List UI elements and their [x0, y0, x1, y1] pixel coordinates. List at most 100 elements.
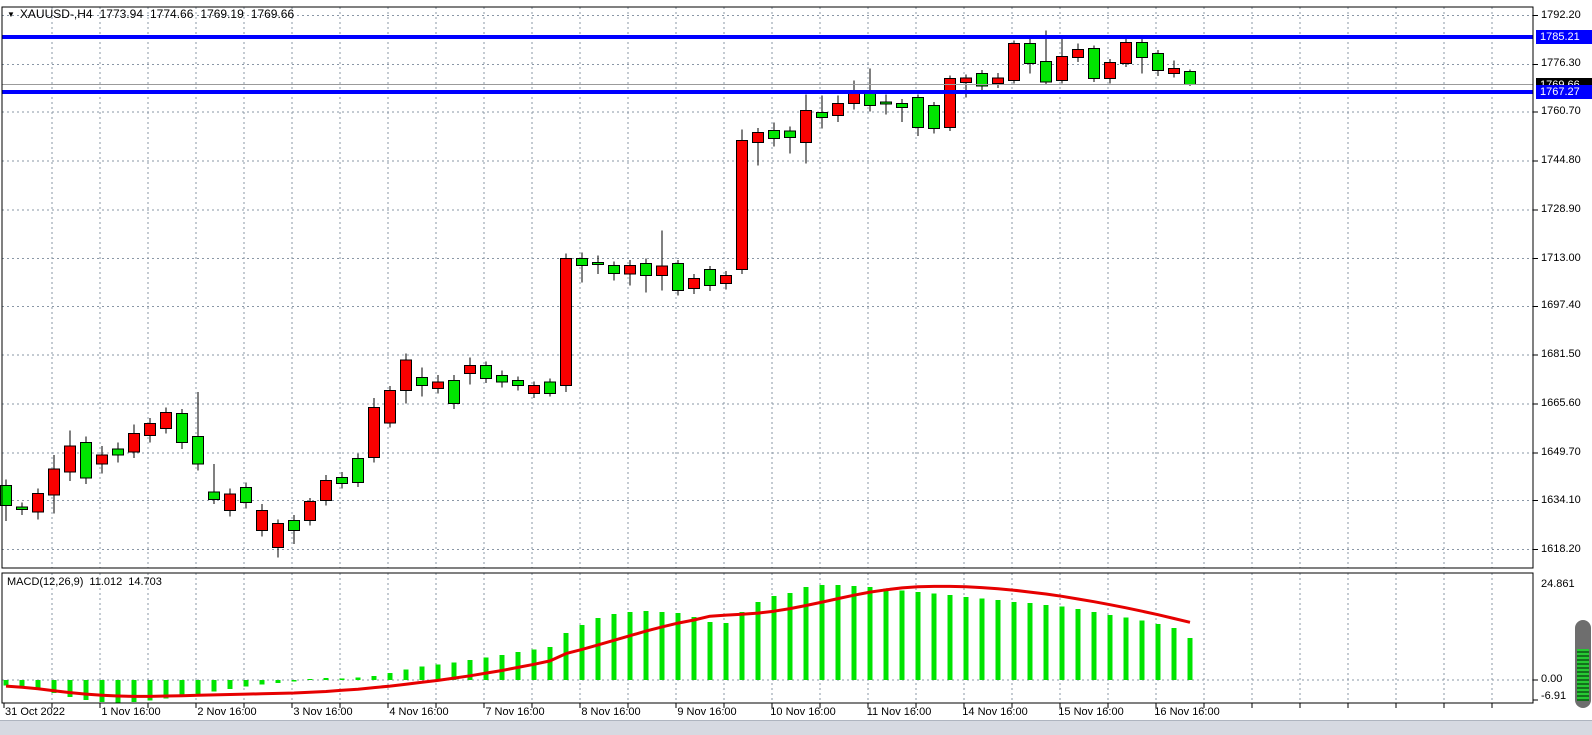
grid	[2, 7, 1533, 703]
candle-body	[672, 262, 684, 291]
scroll-indicator[interactable]	[1575, 620, 1591, 708]
candle-body	[272, 522, 284, 548]
macd-value: 11.012	[89, 576, 123, 588]
candle-body	[1024, 43, 1036, 65]
macd-bar	[691, 616, 697, 680]
macd-axis-label: -6.91	[1541, 690, 1567, 702]
candle-body	[720, 274, 732, 284]
price-axis-label: 1634.10	[1541, 493, 1581, 506]
candle-body	[960, 77, 972, 84]
ohlc-low: 1769.19	[200, 7, 244, 21]
time-axis-label: 15 Nov 16:00	[1058, 706, 1124, 718]
candle-body	[592, 262, 604, 266]
macd-bar	[547, 647, 553, 680]
macd-bar	[1155, 623, 1161, 680]
macd-bar	[1139, 620, 1145, 680]
time-axis-label: 4 Nov 16:00	[389, 706, 449, 718]
macd-axis-label: 24.861	[1541, 578, 1575, 591]
candle-body	[304, 501, 316, 522]
time-axis-label: 3 Nov 16:00	[293, 706, 353, 718]
candle-body	[512, 379, 524, 386]
macd-bar	[1171, 628, 1177, 680]
macd-bar	[19, 680, 25, 688]
macd-bar	[1027, 602, 1033, 680]
candle-body	[528, 384, 540, 394]
macd-bar	[243, 680, 249, 687]
symbol-dropdown-icon[interactable]: ▼	[7, 10, 15, 19]
macd-bar	[387, 673, 393, 680]
price-axis-label: 1665.60	[1541, 397, 1581, 410]
price-axis-label: 1760.70	[1541, 105, 1581, 118]
macd-indicator-label: MACD(12,26,9) 11.012 14.703	[7, 576, 162, 588]
macd-bar	[115, 680, 121, 703]
macd-bar	[3, 680, 9, 686]
macd-bar	[291, 680, 297, 682]
time-axis-label: 9 Nov 16:00	[677, 706, 737, 718]
macd-bar	[451, 662, 457, 680]
candle-body	[1120, 42, 1132, 65]
candle-body	[752, 131, 764, 144]
candle-body	[688, 278, 700, 289]
candle-body	[992, 77, 1004, 85]
time-axis-label: 11 Nov 16:00	[866, 706, 932, 718]
macd-bar	[563, 633, 569, 680]
candle-body	[1072, 49, 1084, 59]
time-axis-label: 10 Nov 16:00	[770, 706, 836, 718]
ohlc-close: 1769.66	[250, 7, 295, 21]
candle-body	[912, 96, 924, 129]
scroll-indicator-stripes	[1577, 649, 1589, 701]
candle-body	[400, 359, 412, 392]
macd-bar	[963, 597, 969, 680]
candle-body	[176, 413, 188, 444]
candle-body	[1056, 56, 1068, 82]
candle-body	[1040, 61, 1052, 83]
candle-body	[288, 520, 300, 531]
price-axis-label: 1744.80	[1541, 153, 1581, 166]
macd-bar	[419, 666, 425, 680]
candle-body	[96, 454, 108, 465]
candle-body	[608, 265, 620, 275]
macd-bar	[67, 680, 73, 697]
candle-body	[32, 492, 44, 513]
macd-bar	[1059, 606, 1065, 680]
candle-body	[544, 381, 556, 394]
candle-body	[848, 92, 860, 105]
macd-bar	[355, 677, 361, 680]
candle-body	[832, 103, 844, 117]
macd-bar	[275, 680, 281, 684]
candle-body	[160, 411, 172, 430]
candle-body	[432, 381, 444, 389]
macd-bar	[211, 680, 217, 692]
time-axis-label: 31 Oct 2022	[5, 706, 65, 718]
candle-body	[736, 139, 748, 270]
candle-body	[416, 376, 428, 386]
macd-bar	[1091, 612, 1097, 680]
macd-bar	[915, 592, 921, 680]
candle-body	[224, 493, 236, 512]
macd-bar	[435, 664, 441, 680]
macd-bar	[83, 680, 89, 700]
macd-bar	[771, 595, 777, 680]
candle-body	[784, 130, 796, 138]
macd-bar	[1011, 602, 1017, 680]
macd-bar	[1123, 617, 1129, 680]
macd-bar	[403, 669, 409, 680]
macd-bar	[179, 680, 185, 697]
macd-bar	[99, 680, 105, 703]
macd-bar	[371, 676, 377, 680]
candle-body	[480, 364, 492, 380]
macd-bar	[755, 602, 761, 680]
macd-bar	[819, 584, 825, 680]
candle-body	[560, 258, 572, 386]
price-badge: 1767.27	[1536, 85, 1592, 99]
macd-bar	[35, 680, 41, 690]
candle-body	[880, 101, 892, 105]
macd-bar	[995, 600, 1001, 680]
price-axis-label: 1713.00	[1541, 251, 1581, 264]
candle-body	[576, 258, 588, 267]
candle-body	[384, 390, 396, 424]
macd-bar	[883, 588, 889, 680]
time-axis-label: 16 Nov 16:00	[1154, 706, 1220, 718]
